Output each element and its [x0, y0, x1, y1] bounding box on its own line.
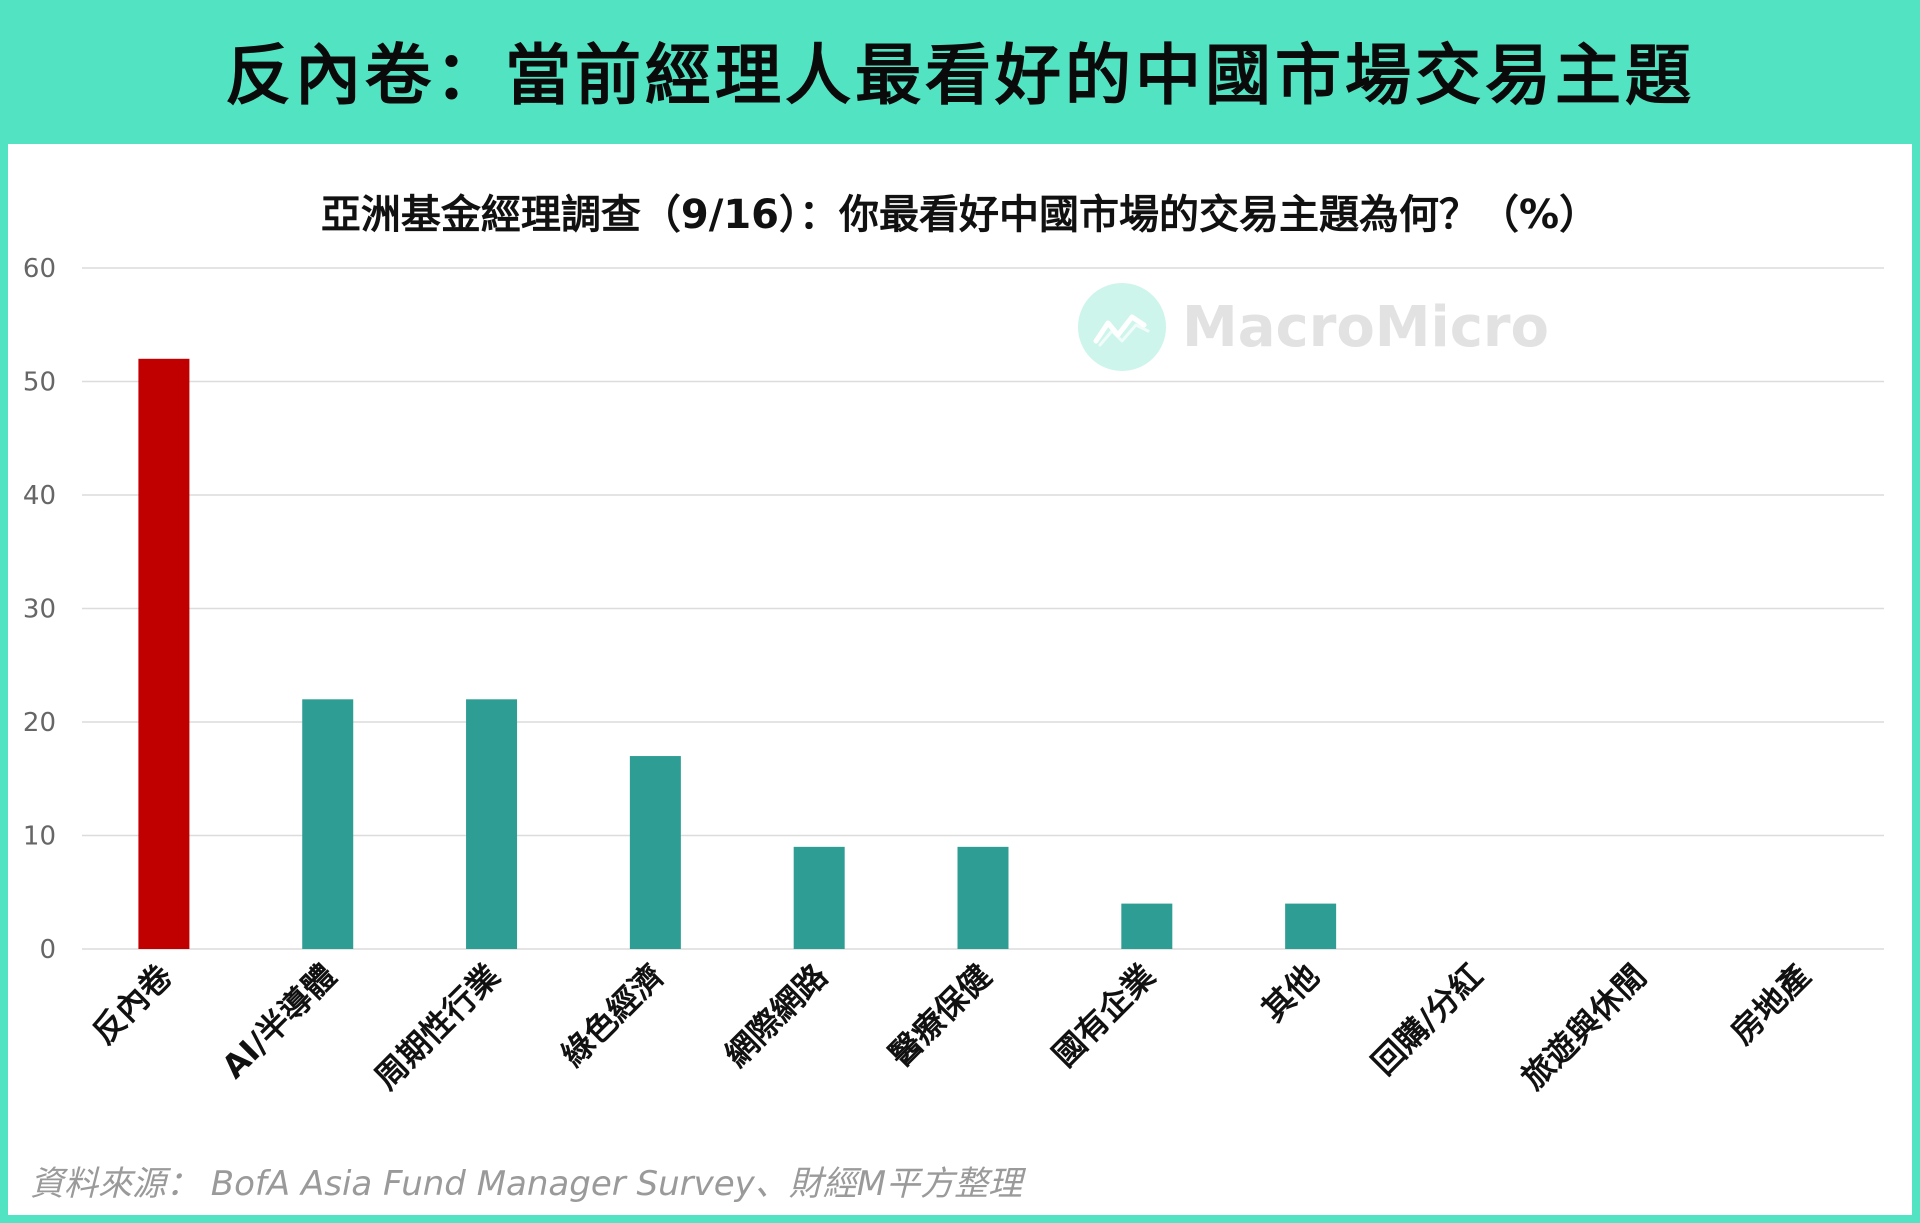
bar-5	[957, 846, 1009, 949]
x-category-label: 反內卷	[85, 956, 180, 1051]
x-category-label: 房地產	[1723, 957, 1818, 1052]
y-tick-label: 40	[23, 481, 56, 511]
bar-3	[629, 756, 681, 949]
bar-7	[1285, 903, 1337, 949]
x-category-label: 旅遊與休閒	[1514, 957, 1654, 1097]
source-note: 資料來源： BofA Asia Fund Manager Survey、財經M平…	[30, 1164, 1023, 1204]
x-category-label: 網際網路	[717, 956, 835, 1074]
bar-4	[793, 846, 845, 949]
y-tick-label: 50	[23, 368, 56, 398]
bars	[138, 358, 1337, 949]
bar-1	[302, 699, 354, 949]
x-axis-labels: 反內卷 AI/半導體 周期性行業 綠色經濟 網際網路 醫療保健 國有企業 其他 回購/分紅 旅遊與…	[85, 956, 1818, 1097]
x-category-label: 周期性行業	[367, 957, 507, 1097]
y-axis-ticks: 0 10 20 30 40 50 60	[23, 254, 56, 965]
bar-2	[466, 699, 518, 949]
page-title: 反內卷：當前經理人最看好的中國市場交易主題	[225, 37, 1695, 114]
chart-title: 亞洲基金經理調查（9/16）：你最看好中國市場的交易主題為何？（%）	[320, 192, 1600, 238]
x-category-label: 其他	[1254, 957, 1326, 1029]
x-category-label: 綠色經濟	[554, 957, 671, 1074]
y-tick-label: 30	[23, 595, 56, 625]
x-category-label: 醫療保健	[881, 957, 998, 1074]
watermark-text: MacroMicro	[1182, 294, 1550, 360]
y-tick-label: 20	[23, 708, 56, 738]
chart-panel	[8, 144, 1912, 1215]
grid-lines	[82, 267, 1884, 950]
y-tick-label: 10	[23, 822, 56, 852]
y-tick-label: 0	[39, 935, 56, 965]
x-category-label: 回購/分紅	[1364, 957, 1490, 1083]
title-banner: 反內卷：當前經理人最看好的中國市場交易主題	[0, 0, 1920, 140]
x-category-label: AI/半導體	[214, 957, 343, 1086]
watermark: MacroMicro	[1078, 283, 1549, 371]
macromicro-logo-icon	[1078, 283, 1166, 371]
x-category-label: 國有企業	[1045, 957, 1162, 1074]
bar-6	[1121, 903, 1173, 949]
bar-0	[138, 358, 190, 949]
y-tick-label: 60	[23, 254, 56, 284]
